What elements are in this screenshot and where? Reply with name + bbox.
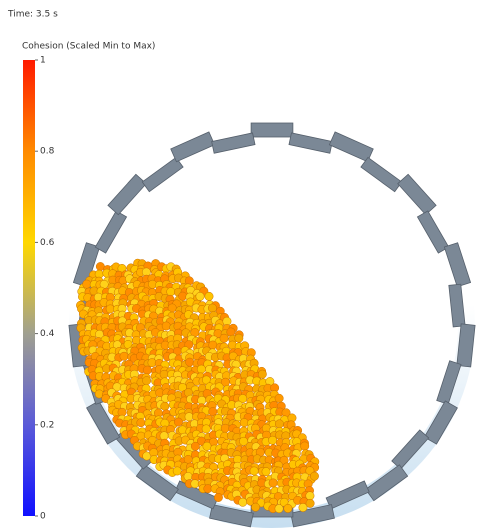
colorbar-tick-label: 0.4 (40, 329, 55, 339)
particle (239, 498, 247, 506)
particle (197, 365, 205, 373)
particle (173, 467, 181, 475)
particle (275, 504, 283, 512)
particle (235, 334, 243, 342)
particle (310, 472, 318, 480)
particle (142, 376, 150, 384)
particle (184, 472, 192, 480)
particle (220, 334, 228, 342)
particle (185, 413, 193, 421)
particle (160, 370, 168, 378)
particle (284, 504, 292, 512)
particle (205, 292, 213, 300)
particle (174, 418, 182, 426)
colorbar-tick-label: 0.2 (40, 420, 54, 430)
particle (250, 467, 258, 475)
particle (186, 358, 194, 366)
particle (160, 432, 168, 440)
colorbar-tick-label: 1 (40, 56, 46, 66)
particle (143, 366, 151, 374)
particle (120, 352, 128, 360)
particle (258, 370, 266, 378)
particle (262, 467, 270, 475)
particle (251, 503, 259, 511)
particle (137, 419, 145, 427)
particle (167, 288, 175, 296)
particle (202, 425, 210, 433)
particle (268, 436, 276, 444)
particle (299, 503, 307, 511)
screen: Time: 3.5 s Cohesion (Scaled Min to Max)… (0, 0, 478, 531)
colorbar (23, 60, 35, 516)
particle (208, 304, 216, 312)
particle (275, 420, 283, 428)
colorbar-tick-label: 0.6 (40, 238, 55, 248)
particle (269, 479, 277, 487)
colorbar-title: Cohesion (Scaled Min to Max) (22, 42, 155, 52)
particle (162, 322, 170, 330)
particle (214, 493, 222, 501)
tooth (251, 123, 293, 137)
particle (301, 442, 309, 450)
particle (178, 426, 186, 434)
particle (275, 394, 283, 402)
colorbar-tick-label: 0.8 (40, 147, 55, 157)
particle (83, 280, 91, 288)
particle (161, 402, 169, 410)
time-label: Time: 3.5 s (7, 10, 58, 20)
colorbar-tick-label: 0 (40, 512, 46, 522)
particle (191, 442, 199, 450)
particle (196, 292, 204, 300)
